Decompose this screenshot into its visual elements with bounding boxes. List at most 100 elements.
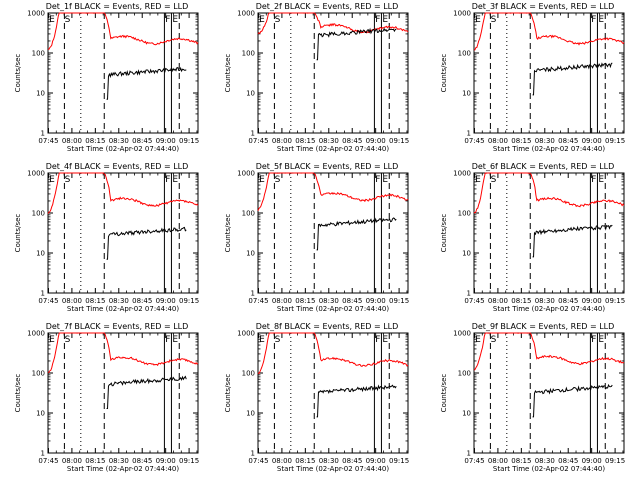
x-tick-label: 09:15	[605, 297, 625, 305]
x-tick-label: 08:00	[488, 297, 508, 305]
x-tick-label: 07:45	[248, 457, 268, 465]
panel-det-7f: Det_7f BLACK = Events, RED = LLD 1 10 100 10…	[14, 322, 199, 473]
panel-title: Det_4f BLACK = Events, RED = LLD	[46, 162, 189, 171]
x-tick-label: 08:30	[319, 297, 339, 305]
marker-label-f: F	[165, 175, 170, 185]
x-tick-label: 08:00	[62, 297, 82, 305]
x-tick-label: 08:30	[535, 457, 555, 465]
plot-frame	[257, 332, 409, 454]
x-axis-label: Start Time (02-Apr-02 07:44:40)	[277, 465, 389, 473]
panel-title: Det_7f BLACK = Events, RED = LLD	[46, 322, 189, 331]
marker-label-e: E	[49, 335, 55, 345]
plot-frame	[47, 172, 199, 294]
y-axis-label: Counts/sec	[14, 374, 22, 413]
panel-det-4f: Det_4f BLACK = Events, RED = LLD 1 10 100 10…	[14, 162, 199, 313]
y-tick-label: 1000	[453, 170, 471, 178]
x-tick-label: 09:15	[179, 297, 199, 305]
x-tick-label: 08:00	[62, 457, 82, 465]
x-tick-label: 09:00	[582, 137, 602, 145]
y-tick-label: 10	[462, 250, 471, 258]
y-tick-label: 1	[251, 450, 255, 458]
series-line-events	[106, 66, 187, 100]
y-axis-label: Counts/sec	[224, 374, 232, 413]
x-tick-label: 07:45	[464, 297, 484, 305]
y-tick-label: 1	[467, 130, 471, 138]
x-tick-label: 09:15	[389, 137, 409, 145]
panel-title: Det_1f BLACK = Events, RED = LLD	[46, 2, 189, 11]
x-tick-label: 07:45	[464, 457, 484, 465]
series-line-lld	[47, 172, 199, 214]
panel-title: Det_8f BLACK = Events, RED = LLD	[256, 322, 399, 331]
x-tick-label: 08:00	[272, 297, 292, 305]
series-line-lld	[47, 12, 199, 50]
x-tick-label: 09:00	[156, 457, 176, 465]
marker-label-e: E	[382, 335, 388, 345]
panel-det-3f: Det_3f BLACK = Events, RED = LLD 1 10 100 10…	[440, 2, 625, 153]
y-tick-label: 1000	[27, 10, 45, 18]
plot-frame	[257, 172, 409, 294]
x-axis-label: Start Time (02-Apr-02 07:44:40)	[67, 305, 179, 313]
x-axis-label: Start Time (02-Apr-02 07:44:40)	[67, 465, 179, 473]
series-line-lld	[257, 12, 409, 35]
x-tick-label: 08:00	[62, 137, 82, 145]
y-tick-label: 1000	[27, 170, 45, 178]
y-tick-label: 1000	[237, 10, 255, 18]
x-tick-label: 08:15	[85, 137, 105, 145]
x-tick-label: 09:00	[582, 457, 602, 465]
y-tick-label: 1	[467, 450, 471, 458]
marker-label-e: E	[49, 15, 55, 25]
y-tick-label: 10	[462, 410, 471, 418]
marker-label-e: E	[475, 15, 481, 25]
marker-label-s: S	[275, 15, 281, 25]
x-tick-label: 08:00	[488, 137, 508, 145]
x-tick-label: 09:15	[179, 137, 199, 145]
marker-label-e: E	[382, 15, 388, 25]
marker-label-s: S	[65, 335, 71, 345]
x-tick-label: 07:45	[248, 137, 268, 145]
x-tick-label: 08:45	[342, 457, 362, 465]
x-tick-label: 07:45	[38, 137, 58, 145]
x-tick-label: 08:30	[109, 297, 129, 305]
y-axis-label: Counts/sec	[440, 214, 448, 253]
y-tick-label: 100	[32, 210, 45, 218]
x-tick-label: 09:00	[582, 297, 602, 305]
marker-label-f: F	[165, 15, 170, 25]
x-tick-label: 09:00	[366, 457, 386, 465]
y-axis-label: Counts/sec	[14, 214, 22, 253]
marker-label-e: E	[259, 15, 265, 25]
marker-label-f: F	[375, 335, 380, 345]
x-tick-label: 09:15	[389, 457, 409, 465]
panel-det-8f: Det_8f BLACK = Events, RED = LLD 1 10 100 10…	[224, 322, 409, 473]
series-line-events	[106, 226, 187, 260]
y-tick-label: 100	[458, 370, 471, 378]
y-tick-label: 10	[246, 90, 255, 98]
series-line-lld	[47, 332, 199, 374]
marker-label-f: F	[165, 335, 170, 345]
y-tick-label: 1000	[237, 330, 255, 338]
x-tick-label: 08:30	[535, 137, 555, 145]
y-tick-label: 1	[467, 290, 471, 298]
y-tick-label: 1	[251, 290, 255, 298]
x-tick-label: 08:15	[295, 137, 315, 145]
x-tick-label: 08:15	[295, 297, 315, 305]
y-tick-label: 100	[242, 370, 255, 378]
x-tick-label: 08:15	[85, 457, 105, 465]
marker-label-e: E	[598, 15, 604, 25]
marker-label-f: F	[591, 175, 596, 185]
y-tick-label: 10	[246, 410, 255, 418]
x-axis-label: Start Time (02-Apr-02 07:44:40)	[493, 145, 605, 153]
x-axis-label: Start Time (02-Apr-02 07:44:40)	[277, 145, 389, 153]
series-line-lld	[473, 332, 625, 371]
panel-det-5f: Det_5f BLACK = Events, RED = LLD 1 10 100 10…	[224, 162, 409, 313]
y-tick-label: 1000	[237, 170, 255, 178]
marker-label-f: F	[375, 175, 380, 185]
series-line-lld	[473, 172, 625, 214]
x-tick-label: 08:30	[319, 457, 339, 465]
y-tick-label: 1	[41, 290, 45, 298]
x-tick-label: 09:00	[156, 297, 176, 305]
y-tick-label: 10	[246, 250, 255, 258]
x-tick-label: 08:45	[558, 457, 578, 465]
x-tick-label: 07:45	[38, 457, 58, 465]
series-line-events	[532, 62, 613, 96]
